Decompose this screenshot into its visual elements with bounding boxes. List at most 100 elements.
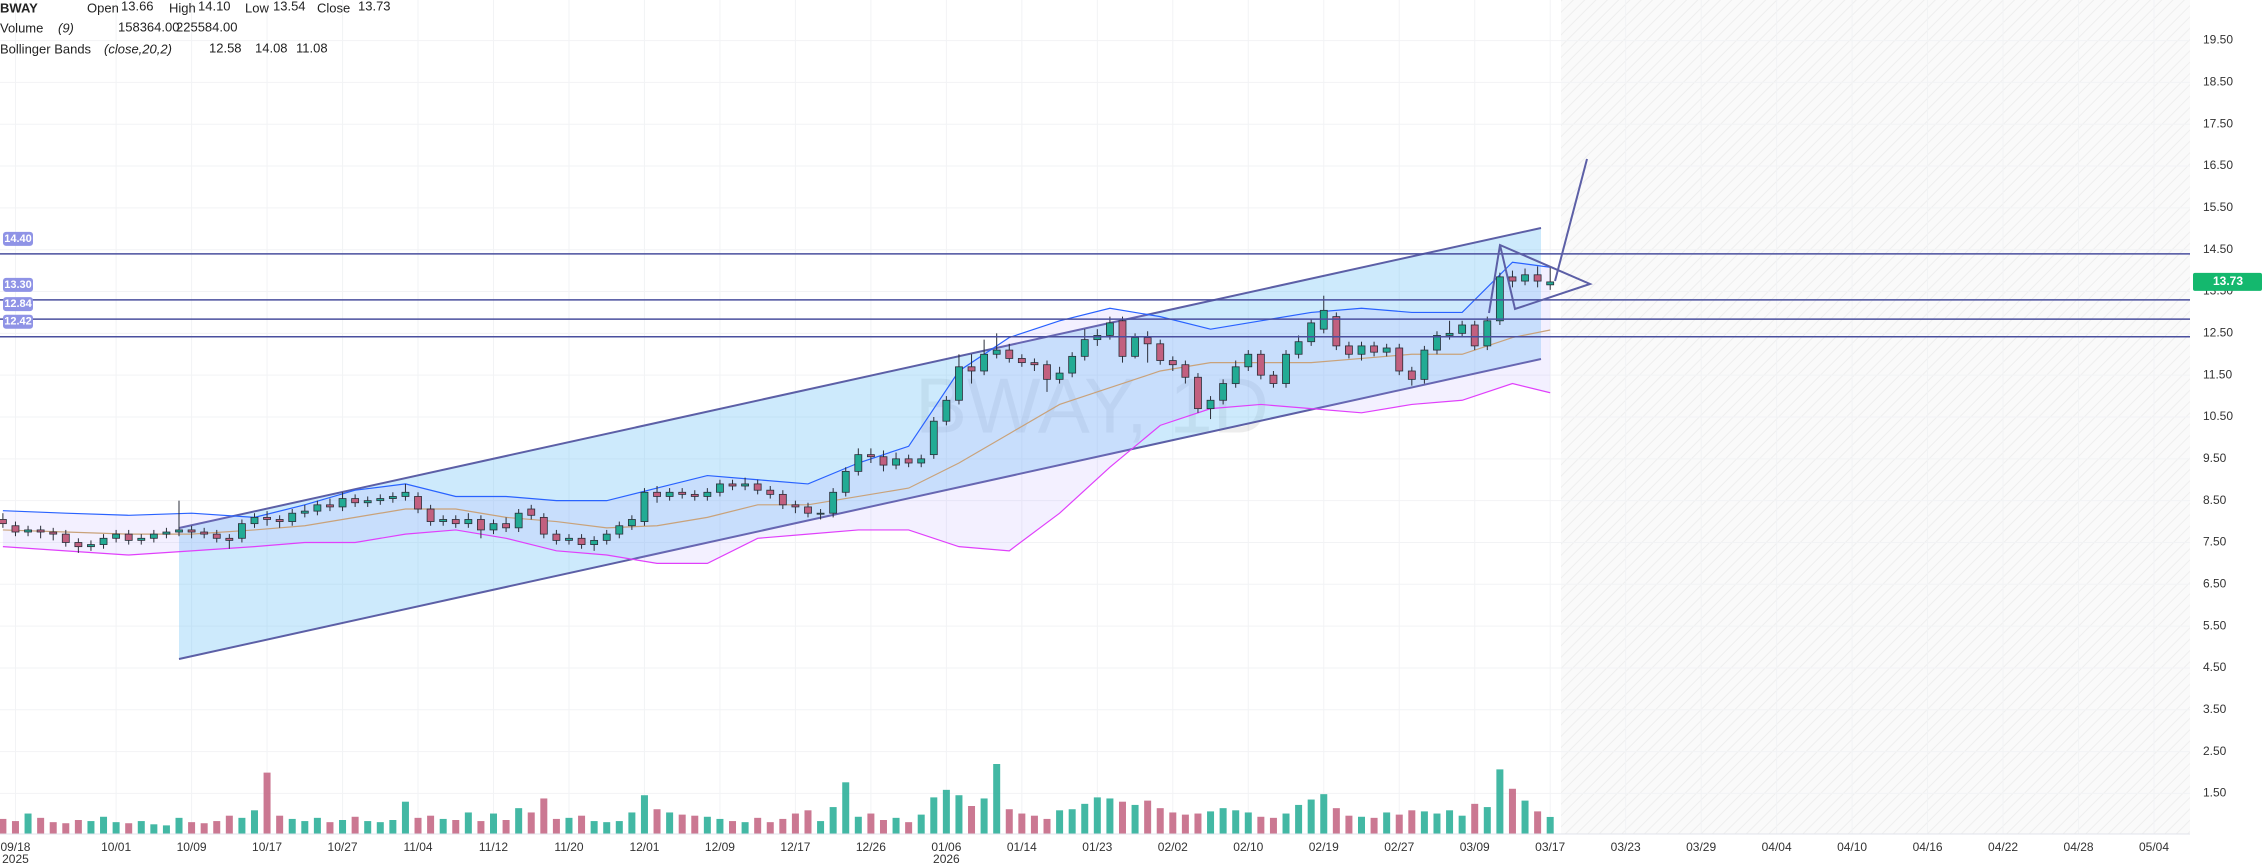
candle-body: [1357, 345, 1366, 355]
volume-bar: [1307, 799, 1315, 834]
candle-body: [1206, 399, 1215, 410]
volume-bar: [1269, 817, 1277, 834]
volume-bar: [1508, 788, 1516, 834]
volume-bar: [867, 813, 875, 834]
candle-body: [1470, 324, 1479, 347]
ohlc-value: 13.66: [121, 0, 154, 13]
candle-body: [61, 533, 70, 543]
y-tick-label: 15.50: [2203, 200, 2233, 214]
candle-body: [1118, 320, 1127, 357]
triangle-drawing: [1488, 158, 1593, 314]
volume-bar: [854, 816, 862, 834]
volume-bar: [1471, 803, 1479, 834]
candle-body: [1495, 276, 1504, 322]
volume-bar: [540, 798, 548, 834]
candle-body: [766, 489, 775, 495]
candle-body: [892, 458, 900, 466]
volume-bar: [389, 820, 397, 834]
volume-bar: [1081, 803, 1089, 834]
y-tick-label: 18.50: [2203, 75, 2233, 89]
x-tick-label: 03/29: [1686, 840, 1716, 854]
volume-bar: [11, 821, 19, 834]
x-tick-label: 10/01: [101, 840, 131, 854]
volume-bar: [892, 817, 900, 834]
channel-upper: [178, 227, 1542, 529]
volume-bar: [1232, 810, 1240, 834]
volume-bar: [37, 817, 45, 834]
x-tick-label: 12/01: [629, 840, 659, 854]
x-tick-label: 02/27: [1384, 840, 1414, 854]
x-tick-label: 10/27: [328, 840, 358, 854]
channel-fill: [179, 228, 1541, 659]
bb-value: 12.58: [209, 40, 242, 55]
volume-bar: [313, 817, 321, 834]
axes: 1.50 2.50 3.50 4.50 5.50 6.50 7.50 8.50 9.50 10.5…: [0, 33, 2262, 865]
candle-body: [464, 519, 473, 525]
volume-bar: [100, 816, 108, 834]
grid: [0, 0, 2190, 834]
level-badge: [3, 277, 33, 292]
y-tick-label: 19.50: [2203, 33, 2233, 47]
y-tick-label: 6.50: [2203, 576, 2227, 590]
candle-body: [590, 539, 599, 545]
y-tick-label: 5.50: [2203, 618, 2227, 632]
volume-bar: [930, 797, 938, 834]
candle-body: [1294, 341, 1303, 355]
last-price-label: 13.73: [2213, 274, 2243, 288]
x-tick-label: 04/04: [1762, 840, 1792, 854]
candle-body: [99, 537, 108, 545]
candle-body: [426, 508, 435, 522]
x-tick-label: 04/16: [1913, 840, 1943, 854]
volume-bar: [502, 820, 510, 834]
candle-body: [124, 533, 133, 541]
volume-bar: [452, 820, 460, 834]
volume-bar: [1194, 813, 1202, 834]
volume-bar: [1181, 814, 1189, 834]
x-year-label: 2025: [2, 852, 29, 865]
candle-body: [716, 483, 724, 493]
volume-bar: [1093, 797, 1101, 834]
candle-body: [1093, 335, 1102, 341]
candle-body: [0, 519, 7, 525]
candle-body: [137, 537, 146, 541]
candle-body: [212, 533, 221, 539]
volume-bar: [87, 821, 95, 834]
volume-bar: [263, 772, 271, 834]
candle-body: [552, 533, 561, 541]
x-tick-label: 03/23: [1611, 840, 1641, 854]
volume-bar: [24, 813, 32, 834]
y-tick-label: 4.50: [2203, 660, 2227, 674]
ohlc-name: Low: [245, 0, 269, 15]
volume-bar: [0, 818, 7, 834]
x-tick-label: 04/22: [1988, 840, 2018, 854]
candle-body: [753, 483, 762, 491]
triangle: [1488, 243, 1593, 314]
volume-bar: [464, 812, 472, 834]
volume-bar: [1018, 813, 1026, 834]
candle-body: [11, 525, 20, 533]
volume-bar: [1207, 811, 1215, 834]
x-tick-label: 02/10: [1233, 840, 1263, 854]
volume-params: (9): [58, 20, 74, 35]
candle-body: [1407, 370, 1416, 380]
volume-bar: [1244, 812, 1252, 834]
volume-bar: [1496, 769, 1504, 834]
candle-body: [250, 516, 259, 525]
bb-value: 11.08: [296, 40, 328, 55]
candle-body: [1370, 345, 1378, 353]
volume-bar: [301, 821, 309, 834]
candle-body: [804, 506, 812, 514]
x-tick-label: 10/17: [252, 840, 282, 854]
candle-body: [791, 504, 800, 508]
volume-bar: [955, 795, 963, 834]
candle-body: [816, 512, 825, 515]
volume-bar: [439, 818, 447, 834]
volume-bar: [414, 817, 422, 834]
candle-body: [162, 531, 171, 535]
volume-bar: [490, 813, 498, 834]
volume-bar: [1546, 816, 1554, 834]
volume-bar: [427, 815, 435, 834]
candle-body: [1433, 335, 1441, 351]
volume-bar: [653, 809, 661, 834]
candles: [0, 266, 1555, 553]
